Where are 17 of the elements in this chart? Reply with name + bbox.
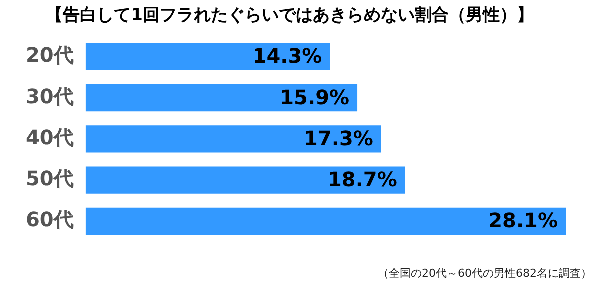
data-label: 14.3% <box>252 44 322 68</box>
bar <box>86 84 358 112</box>
bar <box>86 166 406 194</box>
bar <box>86 126 382 153</box>
y-tick-label: 30代 <box>26 84 74 108</box>
data-label: 18.7% <box>328 168 398 192</box>
data-label: 28.1% <box>488 208 558 233</box>
data-label: 17.3% <box>304 126 374 150</box>
bar <box>86 208 566 236</box>
chart-title: 【告白して1回フラれたぐらいではあきらめない割合（男性）】 <box>46 6 534 26</box>
text: （全国の20代～60代の男性682名に調査） <box>378 266 592 281</box>
y-tick-label: 40代 <box>26 125 74 150</box>
bar <box>86 43 330 71</box>
y-tick-label: 50代 <box>26 166 74 191</box>
y-tick-label: 20代 <box>26 43 74 68</box>
y-tick-label: 60代 <box>26 208 74 232</box>
data-label: 15.9% <box>280 85 350 110</box>
